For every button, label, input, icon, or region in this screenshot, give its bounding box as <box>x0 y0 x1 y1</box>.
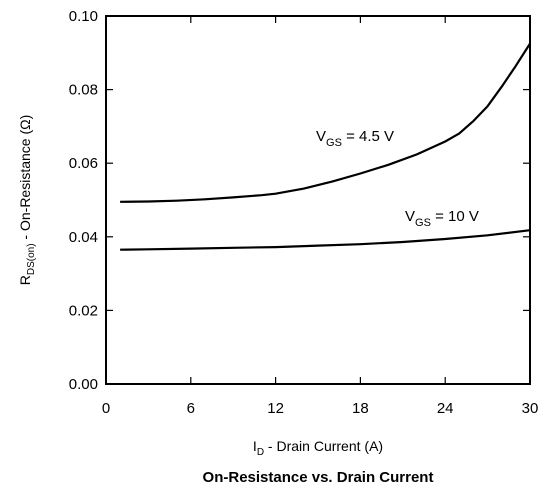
y-axis-title-main: R <box>17 275 33 285</box>
y-tick-label: 0.00 <box>69 376 98 393</box>
chart-title: On-Resistance vs. Drain Current <box>203 469 434 486</box>
series-label-sub: GS <box>415 217 431 229</box>
x-axis-title-main: I <box>253 438 257 454</box>
series-label-sub: GS <box>326 137 342 149</box>
series-label-main: V <box>316 128 326 145</box>
x-tick-label: 24 <box>437 400 454 417</box>
y-axis-title-sub: DS(on) <box>26 243 37 275</box>
x-tick-label: 0 <box>102 400 110 417</box>
x-axis-title-sub: D <box>257 447 264 458</box>
series-label-vgs-10v: VGS = 10 V <box>405 208 479 229</box>
y-tick-label: 0.02 <box>69 302 98 319</box>
x-axis-title: ID - Drain Current (A) <box>253 438 383 458</box>
x-tick-label: 18 <box>352 400 369 417</box>
series-line-vgs-10v <box>120 229 531 251</box>
series-label-rest: = 10 V <box>431 208 479 225</box>
y-tick-label: 0.04 <box>69 229 98 246</box>
x-axis-title-rest: - Drain Current (A) <box>264 438 383 454</box>
y-axis-title-rest: - On-Resistance (Ω) <box>17 115 33 244</box>
x-tick-label: 30 <box>522 400 539 417</box>
x-tick-label: 6 <box>187 400 195 417</box>
y-tick-label: 0.10 <box>69 8 98 25</box>
y-axis-title: RDS(on) - On-Resistance (Ω) <box>17 115 37 286</box>
plot-frame <box>105 15 531 385</box>
series-label-main: V <box>405 208 415 225</box>
series-label-rest: = 4.5 V <box>342 128 394 145</box>
series-label-vgs-4-5v: VGS = 4.5 V <box>316 128 394 149</box>
x-tick-label: 12 <box>267 400 284 417</box>
y-tick-label: 0.08 <box>69 82 98 99</box>
series-line-vgs-4-5v <box>120 43 531 203</box>
y-tick-label: 0.06 <box>69 155 98 172</box>
